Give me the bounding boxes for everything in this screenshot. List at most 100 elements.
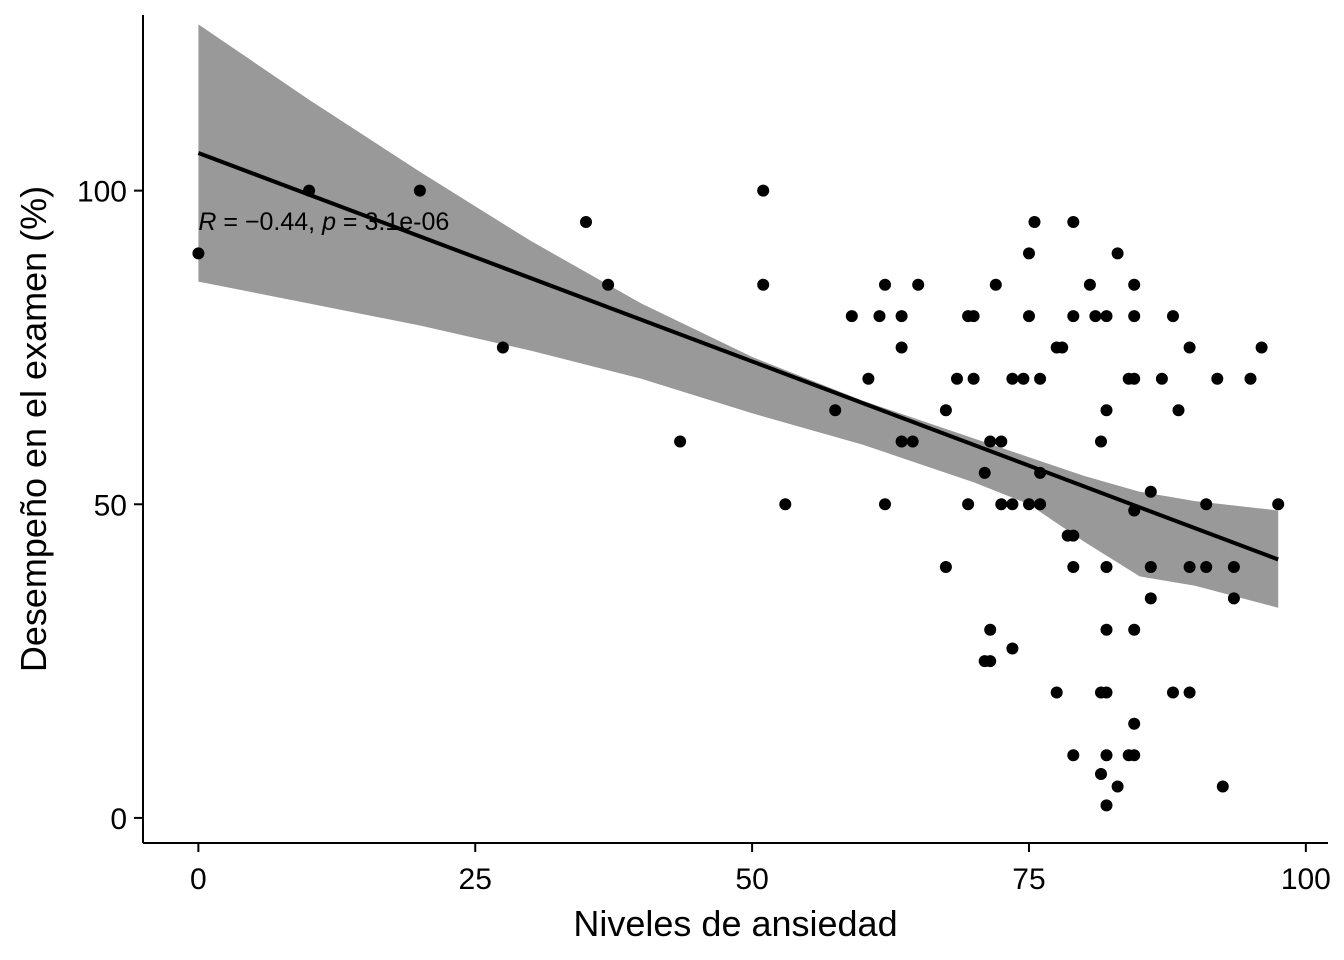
data-point (879, 498, 891, 511)
data-point (1128, 623, 1141, 636)
data-point (906, 435, 919, 448)
y-tick-label: 50 (94, 489, 127, 522)
data-point (1100, 799, 1113, 812)
data-point (984, 655, 997, 668)
data-point (1100, 404, 1113, 417)
data-point (995, 435, 1008, 448)
data-point (895, 341, 908, 354)
data-point (1067, 561, 1080, 573)
data-point (1067, 310, 1080, 323)
regression-line-layer (197, 151, 1279, 562)
axes (142, 15, 1328, 844)
data-point (1183, 341, 1196, 354)
data-point (1100, 686, 1113, 699)
r-symbol: R (198, 208, 216, 236)
data-point (1083, 278, 1096, 291)
y-axis-title: Desempeño en el examen (%) (13, 186, 54, 672)
x-tick-label: 75 (1012, 863, 1045, 896)
data-point (1167, 686, 1179, 699)
y-tick-label: 100 (77, 176, 127, 209)
data-point (1155, 372, 1168, 385)
correlation-annotation: R = −0.44, p = 3.1e-06 (198, 208, 449, 236)
data-point (1211, 372, 1224, 385)
data-point (1100, 310, 1113, 323)
data-point (984, 623, 997, 636)
data-point (1128, 310, 1141, 323)
data-point (989, 278, 1002, 291)
r-value: = −0.44, (216, 208, 322, 236)
data-point (1128, 504, 1141, 517)
x-axis-title: Niveles de ansiedad (573, 903, 897, 944)
data-point (962, 498, 975, 511)
data-point (1034, 466, 1047, 479)
y-tick-label: 0 (110, 803, 127, 836)
data-point (951, 372, 963, 385)
data-point (1100, 623, 1113, 636)
data-point (1023, 247, 1035, 260)
data-point (757, 278, 770, 291)
data-point (1111, 247, 1124, 260)
data-point (845, 310, 858, 323)
data-point (862, 372, 875, 385)
x-tick-label: 25 (459, 863, 492, 896)
data-point (1144, 485, 1157, 498)
data-points-layer (192, 184, 1285, 812)
data-point (1056, 341, 1069, 354)
ticks-layer: 0 25 50 75 100 0 50 100 (77, 176, 1331, 896)
data-point (1200, 498, 1213, 511)
data-point (779, 498, 792, 511)
data-point (1095, 435, 1107, 448)
data-point (1017, 372, 1030, 385)
data-point (1050, 686, 1063, 699)
data-point (1128, 372, 1141, 385)
confidence-band (198, 24, 1279, 608)
data-point (1183, 561, 1196, 573)
regression-line (197, 151, 1279, 562)
data-point (1244, 372, 1257, 385)
data-point (1255, 341, 1268, 354)
data-point (1128, 749, 1141, 762)
data-point (1067, 529, 1080, 542)
data-point (1089, 310, 1102, 323)
data-point (1023, 310, 1035, 323)
data-point (912, 278, 925, 291)
x-tick-label: 50 (735, 863, 768, 896)
p-value: = 3.1e-06 (336, 208, 449, 236)
data-point (1006, 642, 1019, 655)
data-point (939, 561, 952, 573)
data-point (1034, 372, 1047, 385)
data-point (413, 184, 426, 197)
data-point (1167, 310, 1179, 323)
data-point (1100, 561, 1113, 573)
data-point (1272, 498, 1285, 511)
data-point (757, 184, 770, 197)
data-point (978, 466, 991, 479)
data-point (879, 278, 891, 291)
data-point (1172, 404, 1185, 417)
data-point (602, 278, 615, 291)
data-point (1100, 749, 1113, 762)
p-symbol: p (321, 208, 336, 236)
data-point (967, 310, 980, 323)
data-point (895, 310, 908, 323)
data-point (1216, 780, 1229, 793)
data-point (1006, 498, 1019, 511)
data-point (873, 310, 886, 323)
data-point (1128, 278, 1141, 291)
data-point (1144, 561, 1157, 573)
data-point (1227, 592, 1240, 605)
data-point (967, 372, 980, 385)
data-point (1144, 592, 1157, 605)
x-tick-label: 100 (1281, 863, 1331, 896)
x-tick-label: 0 (190, 863, 207, 896)
data-point (895, 435, 908, 448)
data-point (303, 184, 316, 197)
data-point (984, 435, 997, 448)
confidence-band-layer (198, 24, 1279, 608)
data-point (1006, 372, 1019, 385)
data-point (1227, 561, 1240, 573)
data-point (1028, 216, 1041, 228)
data-point (580, 216, 592, 228)
data-point (1023, 498, 1035, 511)
